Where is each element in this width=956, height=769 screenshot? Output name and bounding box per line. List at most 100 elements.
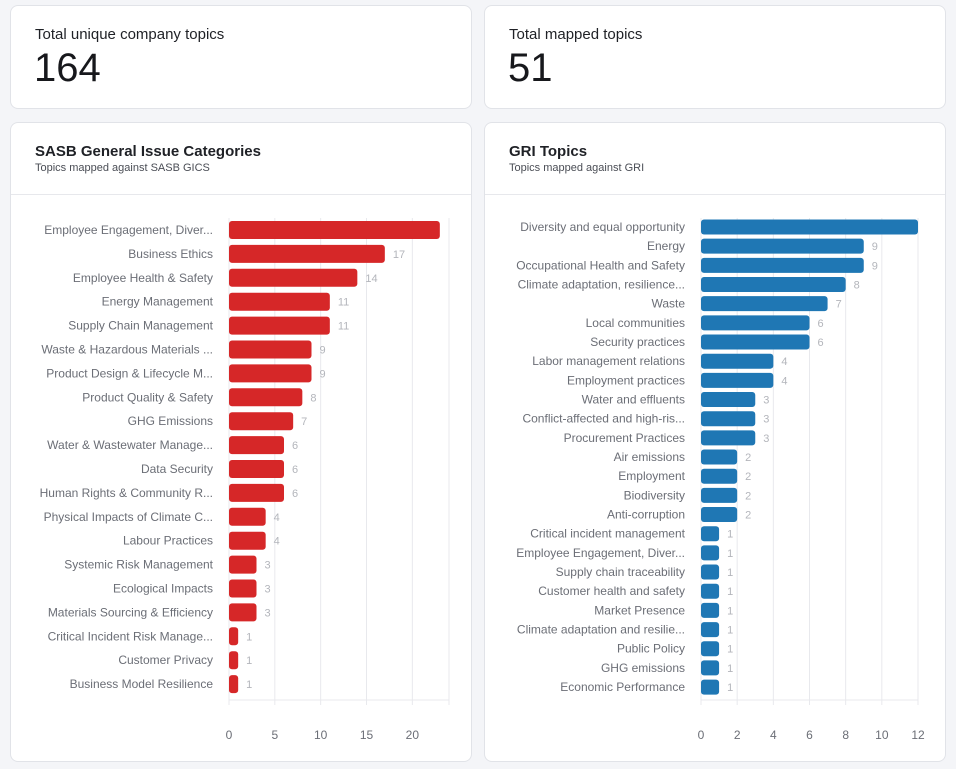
- bar: [229, 579, 257, 598]
- x-tick-label: 0: [698, 728, 705, 742]
- x-tick-label: 2: [734, 728, 741, 742]
- bar: [701, 430, 756, 446]
- bar: [229, 651, 239, 670]
- x-tick-label: 0: [226, 728, 233, 742]
- bar: [701, 411, 756, 427]
- category-label: Labour Practices: [123, 534, 213, 548]
- divider: [485, 194, 945, 195]
- chart-subtitle: Topics mapped against GRI: [509, 162, 645, 174]
- stat-value: 164: [34, 46, 101, 90]
- category-label: Market Presence: [594, 603, 685, 617]
- divider: [11, 194, 471, 195]
- bar: [701, 622, 720, 638]
- category-label: Materials Sourcing & Efficiency: [48, 605, 213, 619]
- x-tick-label: 6: [806, 728, 813, 742]
- data-label: 1: [727, 586, 733, 598]
- bar: [701, 507, 738, 523]
- data-label: 8: [854, 280, 860, 292]
- category-label: Diversity and equal opportunity: [520, 220, 685, 234]
- bar: [701, 372, 774, 388]
- category-label: Public Policy: [617, 642, 685, 656]
- category-label: Supply Chain Management: [68, 319, 213, 333]
- bar: [701, 679, 720, 695]
- category-label: Business Model Resilience: [70, 677, 214, 691]
- bar: [701, 468, 738, 484]
- category-label: Customer health and safety: [538, 584, 685, 598]
- bar: [229, 483, 284, 502]
- data-label: 1: [727, 605, 733, 617]
- category-label: Waste: [651, 297, 685, 311]
- bar: [229, 531, 266, 550]
- data-label: 2: [745, 452, 751, 464]
- bar: [701, 257, 864, 273]
- data-label: 1: [727, 663, 733, 675]
- category-label: Systemic Risk Management: [64, 558, 213, 572]
- category-label: Product Quality & Safety: [82, 390, 213, 404]
- data-label: 1: [246, 679, 252, 691]
- x-tick-label: 4: [770, 728, 777, 742]
- sasb-chart-card: SASB General Issue Categories Topics map…: [10, 122, 472, 762]
- bar: [229, 555, 257, 574]
- bar: [229, 221, 440, 239]
- bar: [229, 460, 284, 478]
- category-label: Conflict-affected and high-ris...: [522, 412, 685, 426]
- bar: [229, 364, 312, 383]
- category-label: Employee Health & Safety: [73, 271, 213, 285]
- gri-chart-card: GRI Topics Topics mapped against GRI 0 2 4…: [484, 122, 946, 762]
- category-label: Employment practices: [567, 373, 685, 387]
- data-label: 4: [274, 536, 280, 548]
- category-label: Customer Privacy: [118, 653, 213, 667]
- category-label: GHG Emissions: [128, 414, 213, 428]
- data-label: 3: [265, 607, 271, 619]
- bar: [229, 603, 257, 622]
- x-tick-label: 5: [271, 728, 278, 742]
- stat-card-mapped-topics: Total mapped topics 51: [484, 5, 946, 109]
- data-label: 1: [727, 548, 733, 560]
- category-label: Employment: [618, 469, 685, 483]
- x-tick-label: 12: [911, 728, 925, 742]
- x-tick-label: 8: [842, 728, 849, 742]
- data-label: 3: [763, 433, 769, 445]
- category-label: Water and effluents: [582, 393, 685, 407]
- data-label: 3: [763, 414, 769, 426]
- data-label: 1: [246, 631, 252, 643]
- data-label: 7: [301, 416, 307, 428]
- data-label: 1: [246, 655, 252, 667]
- category-label: Employee Engagement, Diver...: [516, 546, 685, 560]
- bar: [701, 392, 756, 408]
- bar: [701, 583, 720, 599]
- x-tick-label: 10: [314, 728, 328, 742]
- bar: [229, 340, 312, 359]
- bar: [701, 277, 846, 293]
- category-label: Climate adaptation, resilience...: [518, 278, 685, 292]
- data-label: 3: [763, 395, 769, 407]
- chart-title: SASB General Issue Categories: [35, 143, 261, 160]
- data-label: 1: [727, 682, 733, 694]
- category-label: Employee Engagement, Diver...: [44, 223, 213, 237]
- bar: [229, 316, 330, 335]
- stat-label: Total mapped topics: [509, 26, 643, 43]
- category-label: Occupational Health and Safety: [516, 258, 685, 272]
- data-label: 7: [836, 299, 842, 311]
- category-label: Economic Performance: [560, 680, 685, 694]
- category-label: Physical Impacts of Climate C...: [44, 510, 213, 524]
- x-tick-label: 10: [875, 728, 889, 742]
- category-label: Data Security: [141, 462, 213, 476]
- bar: [701, 238, 864, 254]
- data-label: 4: [274, 512, 280, 524]
- category-label: Waste & Hazardous Materials ...: [41, 343, 213, 357]
- data-label: 6: [292, 440, 298, 452]
- data-label: 6: [818, 318, 824, 330]
- bar: [229, 292, 330, 311]
- bar: [701, 660, 720, 676]
- data-label: 1: [727, 625, 733, 637]
- stat-value: 51: [508, 46, 553, 90]
- bar: [701, 296, 828, 312]
- bar: [229, 388, 303, 407]
- data-label: 11: [338, 321, 349, 333]
- data-label: 2: [745, 471, 751, 483]
- category-label: Ecological Impacts: [113, 582, 213, 596]
- bar: [701, 602, 720, 618]
- data-label: 1: [727, 529, 733, 541]
